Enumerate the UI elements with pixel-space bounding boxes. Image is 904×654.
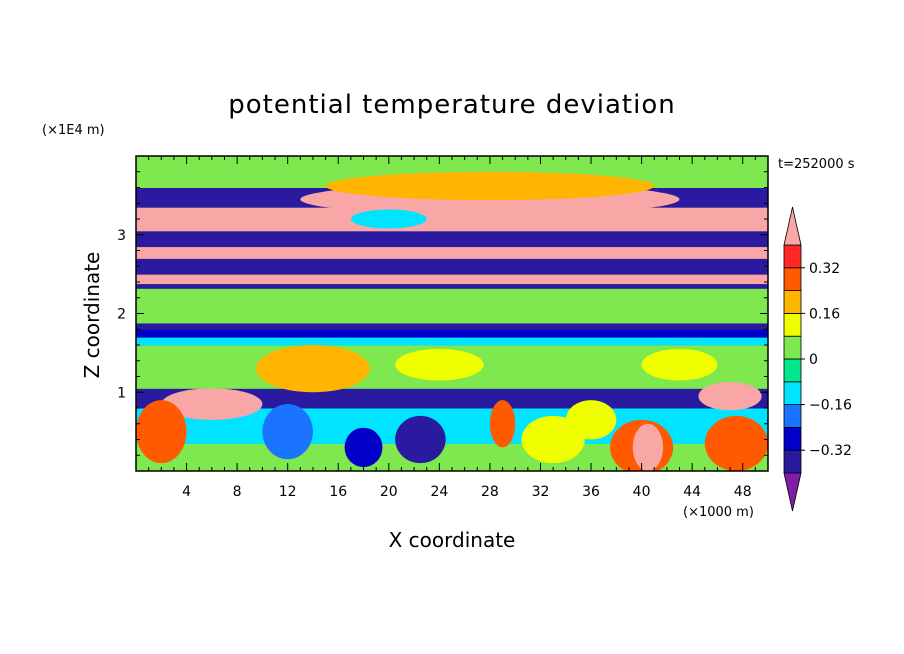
colorbar-extend-low [783, 472, 802, 512]
x-tick-label-8: 8 [233, 484, 242, 500]
y-tick-label-2: 2 [117, 307, 126, 323]
x-tick-label-40: 40 [633, 484, 651, 500]
colorbar-tick-label-4: −0.32 [809, 443, 852, 459]
x-tick-label-36: 36 [582, 484, 600, 500]
colorbar-bin-2 [783, 426, 802, 451]
field-feature-13 [344, 427, 383, 468]
x-tick-label-12: 12 [279, 484, 297, 500]
field-feature-1 [395, 348, 484, 381]
colorbar-bin-10 [783, 244, 802, 269]
x-tick-label-4: 4 [182, 484, 191, 500]
x-axis-unit: (×1000 m) [683, 505, 754, 520]
x-tick-label-32: 32 [532, 484, 550, 500]
field-band-15 [136, 230, 768, 248]
plot-area [136, 156, 768, 471]
colorbar-bin-6 [783, 335, 802, 360]
colorbar-bin-4 [783, 381, 802, 405]
x-tick-label-20: 20 [380, 484, 398, 500]
colorbar-tick-label-3: −0.16 [809, 398, 852, 414]
colorbar-bin-9 [783, 267, 802, 291]
x-axis: 4 8 12 16 20 24 28 32 36 40 44 48 [148, 156, 756, 500]
y-axis-title: Z coordinate [80, 252, 104, 379]
field-band-10 [136, 288, 768, 299]
x-tick-label-44: 44 [683, 484, 701, 500]
field-feature-5 [350, 209, 427, 229]
field-feature-16 [489, 400, 516, 448]
field-feature-11 [704, 415, 768, 471]
field-feature-2 [641, 348, 718, 381]
y-axis: 1 2 3 [117, 171, 768, 456]
x-tick-label-24: 24 [430, 484, 448, 500]
field-band-12 [136, 274, 768, 285]
x-tick-label-16: 16 [329, 484, 347, 500]
colorbar-bin-8 [783, 290, 802, 314]
field-band-11 [136, 283, 768, 289]
colorbar-bin-1 [783, 449, 802, 474]
colorbar-bin-3 [783, 404, 802, 428]
time-label: t=252000 s [778, 157, 855, 172]
field-band-8 [136, 309, 768, 324]
y-tick-label-3: 3 [117, 228, 126, 244]
colorbar-bin-5 [783, 358, 802, 383]
field-band-6 [136, 329, 768, 338]
colorbar-extend-high [783, 206, 802, 246]
field-feature-0 [256, 345, 370, 393]
x-tick-label-28: 28 [481, 484, 499, 500]
x-axis-title: X coordinate [389, 528, 516, 552]
x-tick-label-48: 48 [734, 484, 752, 500]
field-band-2 [136, 388, 768, 409]
field-feature-7 [698, 382, 762, 411]
field-feature-4 [325, 171, 655, 201]
colorbar-tick-label-2: 0 [809, 352, 818, 368]
field-feature-12 [395, 415, 446, 464]
field-band-5 [136, 337, 768, 346]
field-feature-15 [262, 404, 313, 460]
y-axis-unit: (×1E4 m) [42, 123, 105, 138]
field-feature-17 [565, 400, 617, 440]
field-band-9 [136, 297, 768, 311]
field-band-13 [136, 258, 768, 275]
y-tick-label-1: 1 [117, 385, 126, 401]
colorbar: 0.32 0.16 0 −0.16 −0.32 [783, 206, 852, 512]
colorbar-bin-7 [783, 312, 802, 337]
chart-title: potential temperature deviation [228, 90, 675, 120]
field-band-7 [136, 322, 768, 330]
field-feature-10 [632, 423, 664, 471]
field-band-14 [136, 246, 768, 259]
colorbar-tick-label-1: 0.16 [809, 306, 840, 322]
field-band-19 [136, 156, 768, 173]
field-feature-6 [161, 388, 263, 420]
field-feature-8 [136, 400, 187, 464]
colorbar-tick-label-0: 0.32 [809, 261, 840, 277]
